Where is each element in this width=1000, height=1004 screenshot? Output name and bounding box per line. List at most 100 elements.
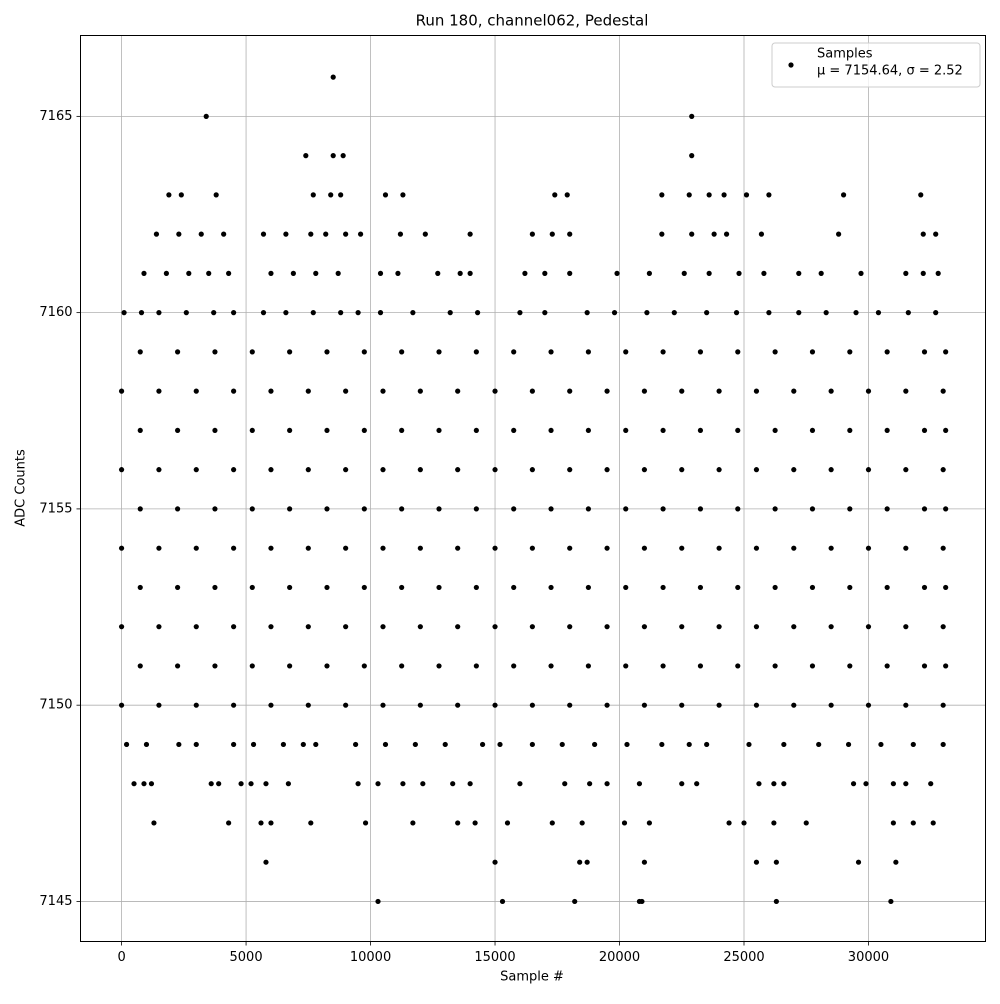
data-point <box>679 702 685 708</box>
data-point <box>417 545 423 551</box>
data-point <box>753 545 760 551</box>
data-point <box>455 467 461 473</box>
data-point <box>212 349 218 355</box>
data-point <box>213 192 219 198</box>
data-point <box>338 310 344 316</box>
data-point <box>268 624 274 630</box>
data-point <box>238 781 244 787</box>
data-point <box>249 349 255 355</box>
data-point <box>268 467 274 473</box>
data-point <box>659 231 665 237</box>
data-point <box>865 545 872 551</box>
data-point <box>361 584 367 591</box>
data-point <box>735 349 741 355</box>
data-point <box>943 584 949 591</box>
data-point <box>467 231 473 237</box>
data-point <box>310 192 316 198</box>
data-point <box>186 270 192 276</box>
data-point <box>436 506 442 512</box>
y-tick-label: 7145 <box>39 894 72 909</box>
data-point <box>753 467 760 473</box>
data-point <box>176 741 182 748</box>
data-point <box>920 231 926 237</box>
data-point <box>935 270 941 276</box>
data-point <box>614 270 620 276</box>
data-point <box>156 702 162 708</box>
data-point <box>791 702 797 708</box>
data-point <box>679 624 685 630</box>
data-point <box>604 702 610 708</box>
data-point <box>121 310 127 316</box>
data-point <box>773 859 779 865</box>
data-point <box>137 506 143 512</box>
data-point <box>863 781 869 787</box>
data-point <box>753 388 760 394</box>
data-point <box>791 467 797 473</box>
data-point <box>361 506 367 512</box>
data-point <box>943 427 949 434</box>
y-tick-label: 7165 <box>39 109 72 124</box>
data-point <box>644 310 650 316</box>
data-point <box>193 702 199 708</box>
data-point <box>138 310 145 316</box>
data-point <box>343 545 349 551</box>
data-point <box>118 624 125 630</box>
data-point <box>623 506 629 512</box>
data-point <box>681 270 687 276</box>
data-point <box>382 741 389 748</box>
data-point <box>592 741 598 748</box>
data-point <box>943 349 949 355</box>
data-point <box>781 781 787 787</box>
data-point <box>761 270 767 276</box>
data-point <box>855 859 862 865</box>
data-point <box>816 741 822 748</box>
data-point <box>473 584 479 591</box>
data-point <box>475 310 481 316</box>
data-point <box>921 663 928 669</box>
data-point <box>548 506 554 512</box>
data-point <box>621 820 628 826</box>
data-point <box>287 663 293 669</box>
data-point <box>377 270 384 276</box>
data-point <box>290 270 296 276</box>
data-point <box>823 310 829 316</box>
data-point <box>399 506 405 512</box>
data-point <box>903 467 909 473</box>
data-point <box>585 584 591 591</box>
data-point <box>933 310 939 316</box>
data-point <box>492 467 498 473</box>
data-point <box>697 663 704 669</box>
data-point <box>361 663 367 669</box>
data-point <box>686 741 692 748</box>
data-point <box>141 781 147 787</box>
data-point <box>641 545 648 551</box>
data-point <box>137 663 143 669</box>
data-point <box>308 231 314 237</box>
data-point <box>268 388 274 394</box>
data-point <box>118 467 125 473</box>
data-point <box>585 506 591 512</box>
data-point <box>193 467 199 473</box>
data-point <box>741 820 747 826</box>
data-point <box>828 624 834 630</box>
data-point <box>330 74 336 80</box>
data-point <box>118 388 125 394</box>
data-point <box>137 584 143 591</box>
data-point <box>736 270 742 276</box>
data-point <box>399 584 405 591</box>
data-point <box>743 192 750 198</box>
data-point <box>548 427 554 434</box>
data-point <box>455 624 461 630</box>
data-point <box>604 388 610 394</box>
data-point <box>362 820 369 826</box>
data-point <box>623 584 629 591</box>
data-point <box>865 467 872 473</box>
data-point <box>529 545 535 551</box>
data-point <box>771 781 777 787</box>
data-point <box>567 467 573 473</box>
data-point <box>310 310 316 316</box>
data-point <box>735 506 741 512</box>
data-point <box>517 310 523 316</box>
data-point <box>343 467 349 473</box>
data-point <box>584 859 590 865</box>
